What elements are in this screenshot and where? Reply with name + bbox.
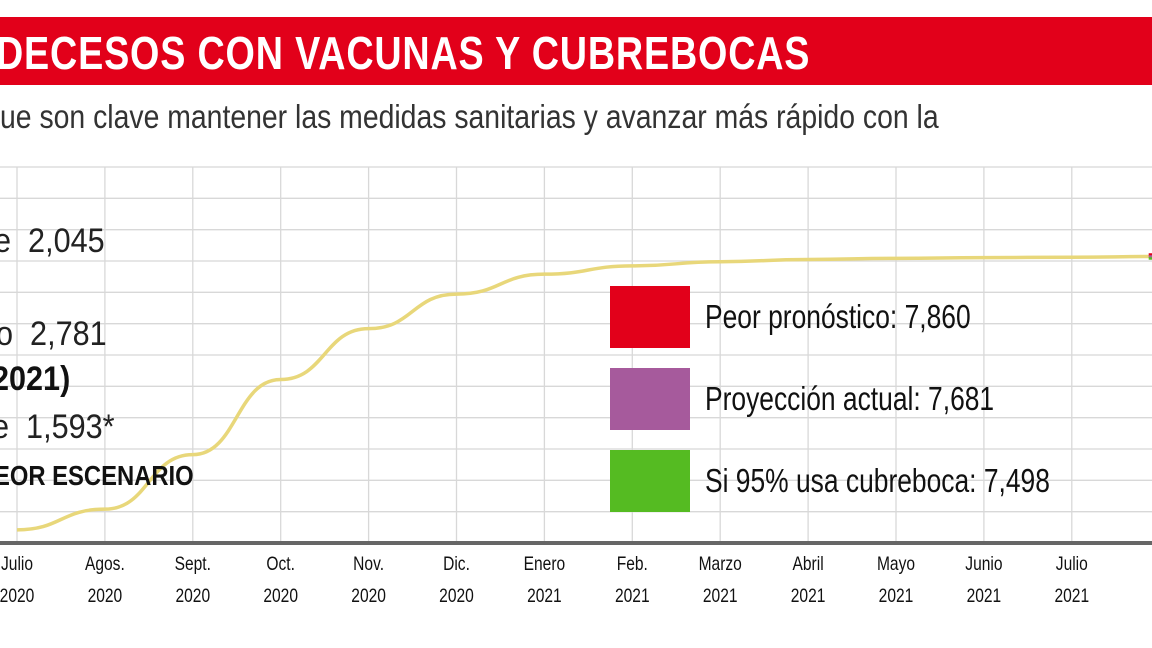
x-tick-label-month: Dic.: [443, 553, 470, 575]
side-label-3: 2021): [0, 360, 71, 398]
x-tick-label-month: Sept.: [175, 553, 211, 575]
x-tick-label-year: 2021: [1054, 585, 1089, 607]
side-label-1: e 2,045: [0, 222, 105, 260]
x-tick-label-month: Junio: [965, 553, 1002, 575]
side-label-4: e 1,593*: [0, 408, 115, 446]
x-tick-label-month: Nov.: [353, 553, 384, 575]
legend-swatch: [610, 286, 690, 348]
x-tick-label-year: 2020: [439, 585, 474, 607]
x-tick-label-month: Enero: [524, 553, 566, 575]
x-tick-label-year: 2021: [527, 585, 562, 607]
legend-item-mask: Si 95% usa cubreboca: 7,498: [610, 450, 1136, 512]
x-tick-label-year: 2020: [0, 585, 34, 607]
side-label-5: EOR ESCENARIO: [0, 460, 194, 491]
x-tick-label-month: Julio: [1, 553, 33, 575]
chart-subtitle: ue son clave mantener las medidas sanita…: [0, 98, 939, 135]
x-tick-label-year: 2021: [879, 585, 914, 607]
legend-label: Peor pronóstico: 7,860: [705, 298, 971, 335]
legend-swatch: [610, 368, 690, 430]
x-tick-label-month: Agos.: [85, 553, 125, 575]
x-tick-label-month: Feb.: [617, 553, 648, 575]
chart-title: DECESOS CON VACUNAS Y CUBREBOCAS: [0, 27, 811, 79]
x-tick-label-year: 2020: [351, 585, 386, 607]
x-tick-label-year: 2020: [175, 585, 210, 607]
legend-label: Proyección actual: 7,681: [705, 380, 995, 417]
x-tick-label-year: 2021: [703, 585, 738, 607]
x-tick-label-year: 2021: [791, 585, 826, 607]
x-tick-label-year: 2021: [615, 585, 650, 607]
legend-item-worst: Peor pronóstico: 7,860: [610, 286, 1037, 348]
x-tick-label-month: Julio: [1056, 553, 1088, 575]
x-tick-label-month: Mayo: [877, 553, 915, 575]
x-tick-label-month: Abril: [793, 553, 824, 575]
legend-item-current: Proyección actual: 7,681: [610, 368, 1066, 430]
legend-swatch: [610, 450, 690, 512]
title-bar: DECESOS CON VACUNAS Y CUBREBOCAS: [0, 17, 1152, 85]
x-tick-label-year: 2021: [967, 585, 1002, 607]
x-tick-label-year: 2020: [263, 585, 298, 607]
x-tick-label-month: Marzo: [699, 553, 742, 575]
x-tick-label-month: Oct.: [266, 553, 295, 575]
x-tick-label-year: 2020: [88, 585, 123, 607]
legend-label: Si 95% usa cubreboca: 7,498: [705, 462, 1050, 499]
side-label-2: o 2,781: [0, 315, 107, 353]
